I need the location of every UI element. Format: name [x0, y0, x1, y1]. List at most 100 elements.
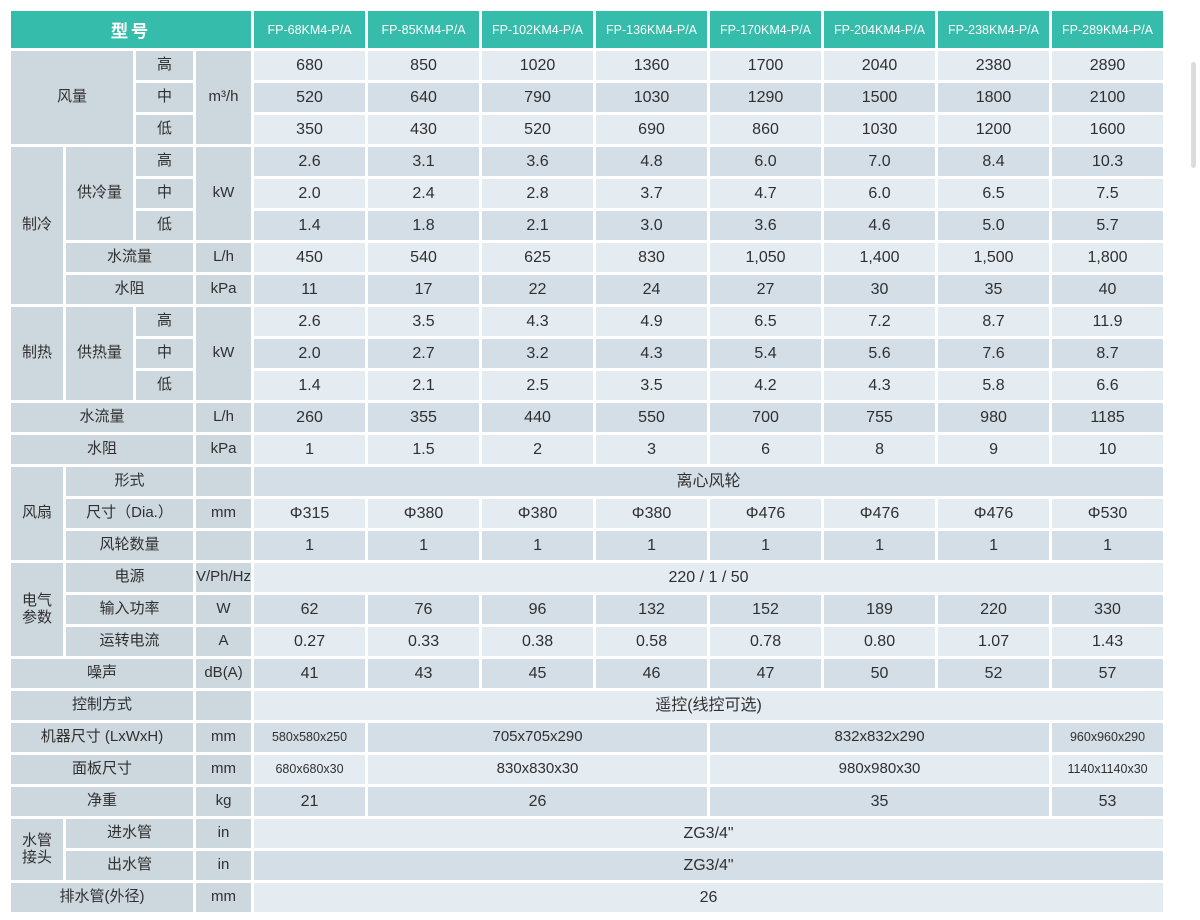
value-cell: 4.3: [479, 304, 597, 339]
value-cell: 17: [365, 272, 483, 307]
value-cell: 6: [707, 432, 825, 467]
value-cell: 3: [593, 432, 711, 467]
value-cell: 2.6: [251, 144, 369, 179]
value-cell: 350: [251, 112, 369, 147]
value-cell-span: 220 / 1 / 50: [251, 560, 1167, 595]
unit-label-w: W: [192, 592, 255, 627]
value-cell: 220: [935, 592, 1053, 627]
value-cell: 6.0: [707, 144, 825, 179]
row-label-panel-size: 面板尺寸: [8, 752, 196, 787]
value-cell: 580x580x250: [251, 720, 369, 755]
value-cell-span: 980x980x30: [707, 752, 1053, 787]
value-cell: 0.38: [479, 624, 597, 659]
row-heating-low: 低 1.4 2.1 2.5 3.5 4.2 4.3 5.8 6.6: [9, 368, 1167, 403]
unit-label-lh: L/h: [192, 400, 255, 435]
value-cell: 2: [479, 432, 597, 467]
unit-label-a: A: [192, 624, 255, 659]
value-cell: 1,500: [935, 240, 1053, 275]
value-cell: Φ380: [365, 496, 483, 531]
value-cell: 2100: [1049, 80, 1167, 115]
value-cell: 2.7: [365, 336, 483, 371]
value-cell: 3.7: [593, 176, 711, 211]
value-cell: 450: [251, 240, 369, 275]
unit-label-in: in: [192, 848, 255, 883]
sub-label-cooling-capacity: 供冷量: [63, 144, 136, 243]
value-cell: 11.9: [1049, 304, 1167, 339]
row-running-current: 运转电流 A 0.27 0.33 0.38 0.58 0.78 0.80 1.0…: [9, 624, 1167, 659]
value-cell: 50: [821, 656, 939, 691]
row-noise: 噪声 dB(A) 41 43 45 46 47 50 52 57: [8, 656, 1167, 691]
value-cell: 5.8: [935, 368, 1053, 403]
unit-label-kpa: kPa: [192, 432, 255, 467]
value-cell: 11: [251, 272, 369, 307]
value-cell: 4.3: [821, 368, 939, 403]
value-cell: 520: [479, 112, 597, 147]
value-cell: 7.6: [935, 336, 1053, 371]
value-cell: 47: [707, 656, 825, 691]
sub-label-fan-count: 风轮数量: [63, 528, 196, 563]
value-cell-span: 26: [365, 784, 711, 819]
value-cell: 6.0: [821, 176, 939, 211]
row-label-drain-pipe: 排水管(外径): [8, 880, 196, 915]
row-label-unit-size: 机器尺寸 (LxWxH): [8, 720, 196, 755]
header-row: 型号 FP-68KM4-P/A FP-85KM4-P/A FP-102KM4-P…: [7, 8, 1167, 51]
value-cell: 6.5: [707, 304, 825, 339]
scrollbar-thumb[interactable]: [1191, 62, 1196, 168]
row-cooling-high: 制冷 供冷量 高 kW 2.6 3.1 3.6 4.8 6.0 7.0 8.4 …: [8, 144, 1167, 307]
group-label-cooling: 制冷: [8, 144, 66, 307]
value-cell: 1600: [1049, 112, 1167, 147]
level-label-high: 高: [133, 144, 196, 179]
unit-label-kw: kW: [192, 304, 255, 403]
value-cell: Φ476: [707, 496, 825, 531]
value-cell: 41: [251, 656, 369, 691]
value-cell: 53: [1049, 784, 1167, 819]
value-cell: 2.1: [479, 208, 597, 243]
value-cell: 1.4: [251, 208, 369, 243]
column-header-model: FP-170KM4-P/A: [707, 8, 825, 51]
value-cell: 1,400: [821, 240, 939, 275]
value-cell: 4.2: [707, 368, 825, 403]
value-cell: 1: [1049, 528, 1167, 563]
group-label-fan: 风扇: [8, 464, 66, 563]
value-cell: 9: [935, 432, 1053, 467]
value-cell: 27: [707, 272, 825, 307]
value-cell: 5.0: [935, 208, 1053, 243]
row-control-mode: 控制方式 遥控(线控可选): [8, 688, 1167, 723]
row-airflow-low: 低 350 430 520 690 860 1030 1200 1600: [9, 112, 1167, 147]
value-cell-span: 832x832x290: [707, 720, 1053, 755]
value-cell: Φ380: [479, 496, 597, 531]
value-cell: 1.8: [365, 208, 483, 243]
value-cell: 1: [821, 528, 939, 563]
value-cell: 850: [365, 48, 483, 83]
row-airflow-high: 风量 高 m³/h 680 850 1020 1360 1700 2040 23…: [8, 48, 1167, 147]
value-cell: 1.07: [935, 624, 1053, 659]
unit-label-empty: [192, 464, 255, 499]
unit-label-kpa: kPa: [192, 272, 255, 307]
sub-label-fan-type: 形式: [63, 464, 196, 499]
value-cell: 1.4: [251, 368, 369, 403]
value-cell: 700: [707, 400, 825, 435]
value-cell: 5.4: [707, 336, 825, 371]
unit-label-mm: mm: [192, 496, 255, 531]
value-cell: 4.9: [593, 304, 711, 339]
value-cell: 0.27: [251, 624, 369, 659]
value-cell: 24: [593, 272, 711, 307]
value-cell: 1200: [935, 112, 1053, 147]
row-cooling-water-resistance: 水阻 kPa 11 17 22 24 27 30 35 40: [9, 272, 1167, 307]
value-cell: 45: [479, 656, 597, 691]
sub-label-water-flow: 水流量: [63, 240, 196, 275]
value-cell: 22: [479, 272, 597, 307]
value-cell-span: 遥控(线控可选): [251, 688, 1167, 723]
level-label-low: 低: [133, 208, 196, 243]
column-header-model: FP-289KM4-P/A: [1049, 8, 1167, 51]
value-cell: 5.7: [1049, 208, 1167, 243]
value-cell: Φ476: [821, 496, 939, 531]
level-label-mid: 中: [133, 336, 196, 371]
value-cell: 2380: [935, 48, 1053, 83]
model-corner-header: 型号: [7, 8, 255, 51]
row-heating-water-resistance: 水阻 kPa 1 1.5 2 3 6 8 9 10: [8, 432, 1167, 467]
value-cell-span: 830x830x30: [365, 752, 711, 787]
value-cell: 625: [479, 240, 597, 275]
value-cell: 0.80: [821, 624, 939, 659]
value-cell: 1290: [707, 80, 825, 115]
